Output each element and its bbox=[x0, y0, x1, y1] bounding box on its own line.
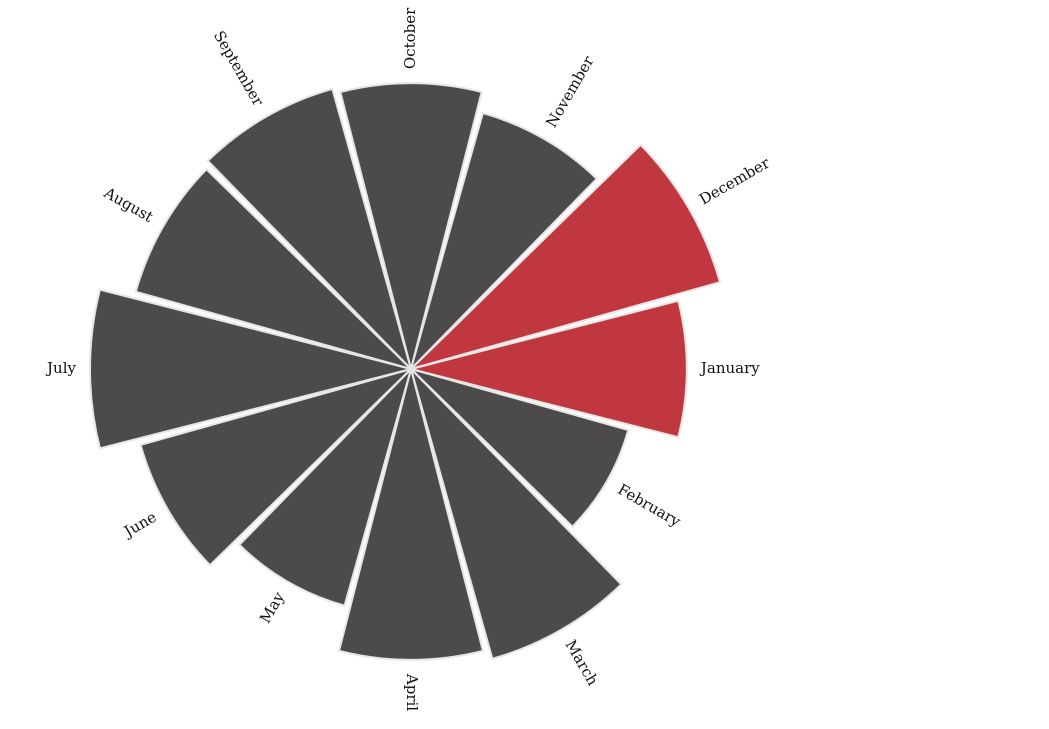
label-february: February bbox=[615, 480, 685, 531]
bar-december bbox=[410, 143, 722, 370]
label-october: October bbox=[401, 7, 419, 69]
label-april: April bbox=[403, 673, 421, 711]
label-december: December bbox=[696, 153, 773, 208]
bar-august bbox=[134, 168, 412, 370]
bar-april bbox=[338, 368, 484, 661]
label-january: January bbox=[699, 359, 760, 377]
bar-november bbox=[410, 112, 598, 370]
bar-february bbox=[410, 368, 630, 528]
label-july: July bbox=[45, 359, 76, 377]
bar-june bbox=[139, 368, 412, 567]
bar-september bbox=[206, 87, 412, 370]
bar-january bbox=[410, 299, 688, 439]
label-september: September bbox=[210, 28, 268, 110]
label-may: May bbox=[256, 589, 288, 627]
bar-july bbox=[89, 288, 412, 450]
bars-group bbox=[89, 82, 722, 661]
bar-may bbox=[238, 368, 412, 607]
label-march: March bbox=[562, 637, 603, 689]
label-august: August bbox=[100, 183, 156, 226]
bar-march bbox=[410, 368, 623, 660]
label-june: June bbox=[119, 508, 159, 542]
bar-october bbox=[339, 82, 483, 370]
label-november: November bbox=[542, 52, 598, 130]
